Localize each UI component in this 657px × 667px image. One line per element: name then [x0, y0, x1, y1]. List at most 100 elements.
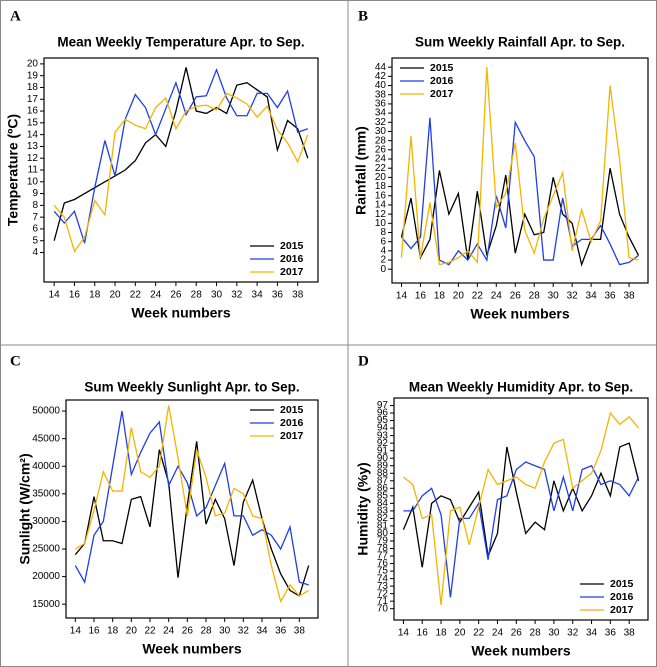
chart-title: Mean Weekly Humidity Apr. to Sep.	[409, 380, 633, 395]
y-tick-label: 15	[27, 117, 39, 128]
y-tick-label: 40000	[32, 461, 60, 472]
y-tick-label: 32	[375, 117, 387, 128]
x-tick-label: 14	[70, 626, 82, 637]
x-tick-label: 34	[252, 290, 264, 301]
y-tick-label: 93	[377, 430, 389, 441]
y-tick-label: 17	[27, 94, 39, 105]
x-tick-label: 28	[200, 626, 212, 637]
y-tick-label: 8	[32, 200, 38, 211]
chart-title: Sum Weekly Sunlight Apr. to Sep.	[84, 380, 299, 395]
y-tick-label: 45000	[32, 433, 60, 444]
y-tick-label: 10	[27, 176, 39, 187]
y-tick-label: 5	[32, 235, 38, 246]
y-tick-label: 20000	[32, 571, 60, 582]
x-tick-label: 38	[292, 290, 304, 301]
y-axis-label: Sunlight (W/cm²)	[17, 453, 33, 564]
y-tick-label: 77	[377, 551, 389, 562]
y-tick-label: 6	[380, 236, 386, 247]
y-tick-label: 20	[27, 59, 39, 70]
series-line	[53, 67, 309, 241]
y-tick-label: 12	[27, 153, 39, 164]
y-tick-label: 71	[377, 596, 389, 607]
y-tick-label: 95	[377, 415, 389, 426]
x-tick-label: 22	[473, 628, 485, 639]
y-tick-label: 96	[377, 408, 389, 419]
y-tick-label: 6	[32, 224, 38, 235]
x-tick-label: 18	[89, 290, 101, 301]
y-tick-label: 24	[375, 154, 387, 165]
y-tick-label: 18	[27, 82, 39, 93]
x-tick-label: 34	[586, 628, 598, 639]
legend-label: 2017	[280, 266, 304, 278]
x-tick-label: 34	[586, 291, 598, 302]
x-tick-label: 36	[272, 290, 284, 301]
x-axis-label: Week numbers	[470, 306, 570, 322]
y-tick-label: 74	[377, 573, 389, 584]
y-tick-label: 36	[375, 99, 387, 110]
y-tick-label: 94	[377, 423, 389, 434]
y-tick-label: 25000	[32, 544, 60, 555]
y-tick-label: 73	[377, 581, 389, 592]
y-tick-label: 35000	[32, 488, 60, 499]
y-tick-label: 70	[377, 603, 389, 614]
x-tick-label: 14	[398, 628, 410, 639]
series-line	[403, 461, 640, 598]
x-tick-label: 36	[605, 628, 617, 639]
x-tick-label: 32	[231, 290, 243, 301]
y-tick-label: 0	[380, 264, 386, 275]
x-axis-label: Week numbers	[142, 641, 242, 657]
y-tick-label: 42	[375, 71, 387, 82]
y-axis-label: Temperature (ºC)	[5, 114, 21, 226]
x-tick-label: 18	[434, 291, 446, 302]
y-tick-label: 89	[377, 460, 389, 471]
y-tick-label: 14	[27, 129, 39, 140]
panel: C Sum Weekly Sunlight Apr. to Sep. 15000 20…	[10, 353, 319, 657]
panel-label: D	[358, 353, 369, 369]
panel: A Mean Weekly Temperature Apr. to Sep. 456…	[5, 8, 319, 321]
x-tick-label: 16	[88, 626, 100, 637]
x-tick-label: 20	[453, 291, 465, 302]
y-tick-label: 11	[28, 165, 39, 176]
y-tick-label: 22	[375, 163, 387, 174]
y-tick-label: 20	[375, 172, 387, 183]
y-tick-label: 83	[377, 506, 389, 517]
x-tick-label: 32	[567, 628, 579, 639]
y-tick-label: 86	[377, 483, 389, 494]
y-tick-label: 13	[27, 141, 39, 152]
y-tick-label: 44	[375, 62, 387, 73]
y-tick-label: 76	[377, 558, 389, 569]
x-tick-label: 38	[294, 626, 306, 637]
panel-label: A	[10, 8, 21, 24]
legend-label: 2016	[430, 75, 454, 87]
y-tick-label: 78	[377, 543, 389, 554]
x-tick-label: 30	[211, 290, 223, 301]
y-tick-label: 14	[375, 200, 387, 211]
x-tick-label: 18	[435, 628, 447, 639]
series-line	[74, 410, 309, 586]
y-tick-label: 34	[375, 108, 387, 119]
x-tick-label: 26	[511, 628, 523, 639]
x-tick-label: 16	[415, 291, 427, 302]
y-tick-label: 30	[375, 126, 387, 137]
series-line	[74, 405, 310, 604]
y-tick-label: 28	[375, 135, 387, 146]
y-tick-label: 16	[27, 106, 39, 117]
y-tick-label: 87	[377, 475, 389, 486]
legend-label: 2016	[610, 591, 634, 603]
y-tick-label: 30000	[32, 516, 60, 527]
x-tick-label: 20	[126, 626, 138, 637]
y-tick-label: 40	[375, 80, 387, 91]
x-tick-label: 38	[624, 628, 636, 639]
legend-label: 2015	[610, 578, 634, 590]
y-tick-label: 85	[377, 490, 389, 501]
y-tick-label: 97	[377, 400, 389, 411]
y-tick-label: 7	[32, 212, 38, 223]
x-tick-label: 28	[191, 290, 203, 301]
y-tick-label: 9	[32, 188, 38, 199]
y-tick-label: 84	[377, 498, 389, 509]
panel-label: C	[10, 353, 21, 369]
y-tick-label: 4	[380, 245, 386, 256]
